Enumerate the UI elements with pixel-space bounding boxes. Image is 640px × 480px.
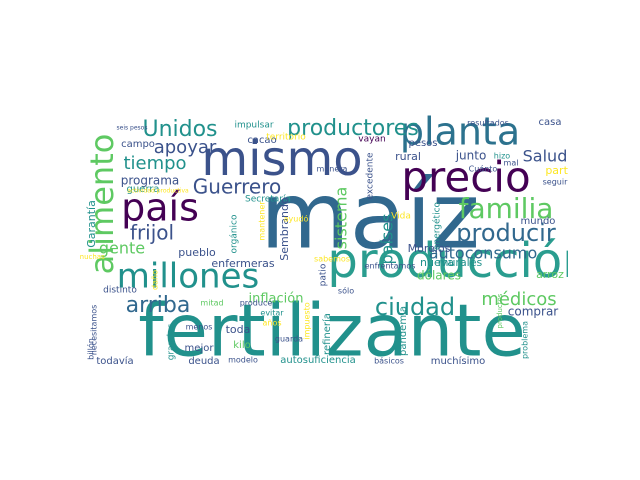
word-productos: productos (496, 293, 504, 328)
word-sistema: sistema (332, 187, 351, 250)
word-seis-pesos: seis pesos (117, 125, 148, 132)
word-país: país (121, 186, 199, 230)
word-precio: precio (401, 153, 530, 202)
word-patio: patio (319, 263, 329, 286)
word-junto: junto (455, 149, 487, 163)
word-grandes: grandes (167, 323, 177, 360)
word-seguir: seguir (543, 178, 568, 187)
word-comprar: comprar (508, 305, 559, 319)
word-cuánto: Cuánto (469, 165, 498, 174)
word-autoconsumo: autoconsumo (429, 244, 538, 263)
word-daño: daño (151, 270, 160, 290)
word-evitar: evitar (260, 309, 284, 318)
word-frijol: frijol (130, 221, 174, 245)
word-parte: parte (545, 164, 568, 177)
word-secretaría: Secretaría (245, 195, 291, 205)
word-sembrando: Sembrando (278, 197, 291, 261)
word-muchas: muchas (80, 253, 105, 261)
word-mejor: mejor (185, 343, 215, 354)
word-gente: gente (99, 239, 145, 258)
word-producir: producir (456, 219, 556, 247)
word-cloud: maíz fertilizante mismo producción plantapre… (80, 110, 568, 373)
word-producción: producción (327, 233, 568, 289)
word-distinto: distinto (103, 286, 137, 296)
word-mismo: mismo (201, 131, 362, 187)
word-rural: rural (395, 150, 421, 163)
word-necesitamos: necesitamos (90, 305, 99, 356)
word-impulsar: impulsar (234, 121, 273, 131)
word-energético: energético (432, 201, 443, 250)
word-millones: millones (117, 257, 259, 297)
word-actividad-productiva: actividad productiva (127, 188, 189, 195)
word-orgánico: orgánico (230, 214, 240, 253)
word-familia: familia (459, 192, 554, 225)
word-mantener: mantener (258, 201, 267, 241)
word-murales: murales (438, 256, 483, 269)
word-garantía: Garantía (85, 200, 98, 248)
word-arroz: arroz (536, 268, 564, 281)
word-apoyar: apoyar (154, 137, 217, 158)
word-menos: menos (186, 323, 213, 332)
word-cacao: cacao (247, 135, 276, 146)
word-ciudad: ciudad (375, 293, 455, 321)
word-produce: produce (240, 299, 273, 308)
word-mundo: mundo (521, 216, 556, 227)
word-países: países (378, 214, 397, 265)
word-hizo: hizo (494, 152, 510, 161)
word-unidos: Unidos (142, 117, 217, 142)
word-problema: problema (521, 321, 530, 359)
word-todavía: todavía (96, 355, 133, 367)
word-morelos: Morelos (408, 242, 451, 255)
word-territorio: territorio (266, 133, 306, 143)
word-alimento: alimento (83, 134, 121, 275)
word-modelo: modelo (228, 356, 258, 365)
word-kilo: kilo (233, 340, 250, 351)
word-nueva: nueva (420, 256, 454, 269)
word-salud: Salud (523, 147, 568, 166)
word-muchísimo: muchísimo (431, 355, 486, 367)
word-enfrentamos: enfrentamos (365, 262, 416, 271)
word-vida: Vida (391, 212, 411, 222)
word-arriba: arriba (126, 293, 191, 318)
word-maíz: maíz (260, 162, 480, 269)
word-casa: casa (539, 117, 562, 128)
word-billón: billón (86, 338, 96, 360)
word-mal: mal (504, 159, 519, 168)
word-mitad: mitad (200, 299, 223, 308)
word-guerra: guerra (126, 184, 159, 195)
word-planta: planta (400, 110, 520, 154)
word-tiempo: tiempo (123, 153, 186, 174)
word-médicos: médicos (481, 289, 556, 310)
word-ayudó: ayudó (284, 214, 309, 224)
word-pueblo: pueblo (178, 246, 216, 259)
word-refinería: refinería (321, 313, 333, 355)
word-toda: toda (226, 323, 251, 336)
word-guarda: guarda (275, 335, 303, 344)
word-pandemia: pandemia (398, 306, 409, 356)
word-dólares: dólares (417, 269, 461, 283)
word-guerrero: Guerrero (193, 175, 281, 199)
word-años: años (262, 319, 281, 328)
word-deuda: deuda (188, 356, 219, 367)
word-vayan: vayan (358, 135, 385, 145)
word-autosuficiencia: autosuficiencia (280, 355, 356, 366)
word-manera: manera (317, 165, 348, 174)
word-enfermeras: enfermeras (211, 257, 274, 270)
word-programa: programa (121, 174, 180, 188)
word-inflación: inflación (249, 292, 304, 307)
word-impuesto: impuesto (303, 302, 312, 339)
word-sabemos: sabemos (314, 255, 350, 264)
word-sólo: sólo (338, 286, 354, 296)
word-resultados: resultados (467, 119, 509, 128)
word-pesos: pesos (408, 138, 437, 149)
word-productores: productores (287, 116, 419, 141)
word-fertilizante: fertilizante (138, 289, 526, 373)
word-cloud-frame: maíz fertilizante mismo producción planta pre… (80, 106, 568, 374)
word-excedente: excedente (366, 152, 376, 200)
word-básicos: básicos (374, 357, 404, 366)
word-campo: campo (121, 139, 155, 150)
